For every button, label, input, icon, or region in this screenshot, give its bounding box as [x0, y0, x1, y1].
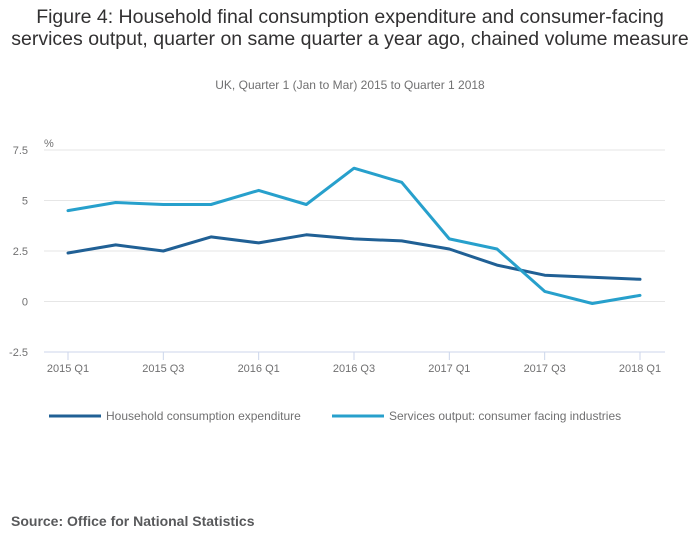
x-tick-label: 2017 Q1 — [428, 363, 470, 375]
y-tick-label: 7.5 — [13, 145, 28, 157]
series-line-2[interactable] — [66, 166, 642, 305]
y-axis-unit-label: % — [44, 138, 54, 150]
x-tick-label: 2016 Q3 — [333, 363, 375, 375]
legend-item-2[interactable]: Services output: consumer facing industr… — [332, 409, 621, 423]
x-tick-label: 2016 Q1 — [238, 363, 280, 375]
x-tick-label: 2015 Q1 — [47, 363, 89, 375]
legend-item-1[interactable]: Household consumption expenditure — [49, 409, 301, 423]
y-axis-ticks: -2.5 0 2.5 5 7.5 — [9, 145, 28, 359]
x-tick-label: 2015 Q3 — [142, 363, 184, 375]
legend-label: Services output: consumer facing industr… — [389, 409, 621, 423]
x-tick-label: 2018 Q1 — [619, 363, 661, 375]
series-line-1[interactable] — [66, 233, 642, 281]
x-axis: 2015 Q1 2015 Q3 2016 Q1 2016 Q3 2017 Q1 2017 … — [47, 352, 661, 375]
legend: Household consumption expenditure Service… — [49, 409, 621, 423]
x-tick-label: 2017 Q3 — [524, 363, 566, 375]
series-lines — [66, 166, 642, 305]
y-tick-label: 2.5 — [13, 246, 28, 258]
y-tick-label: 0 — [22, 297, 28, 309]
gridlines — [44, 149, 665, 353]
legend-label: Household consumption expenditure — [106, 409, 301, 423]
y-tick-label: 5 — [22, 196, 28, 208]
y-tick-label: -2.5 — [9, 347, 28, 359]
source-note: Source: Office for National Statistics — [11, 513, 255, 529]
chart-title: Figure 4: Household final consumption ex… — [11, 6, 689, 50]
chart-subtitle: UK, Quarter 1 (Jan to Mar) 2015 to Quart… — [215, 78, 485, 92]
